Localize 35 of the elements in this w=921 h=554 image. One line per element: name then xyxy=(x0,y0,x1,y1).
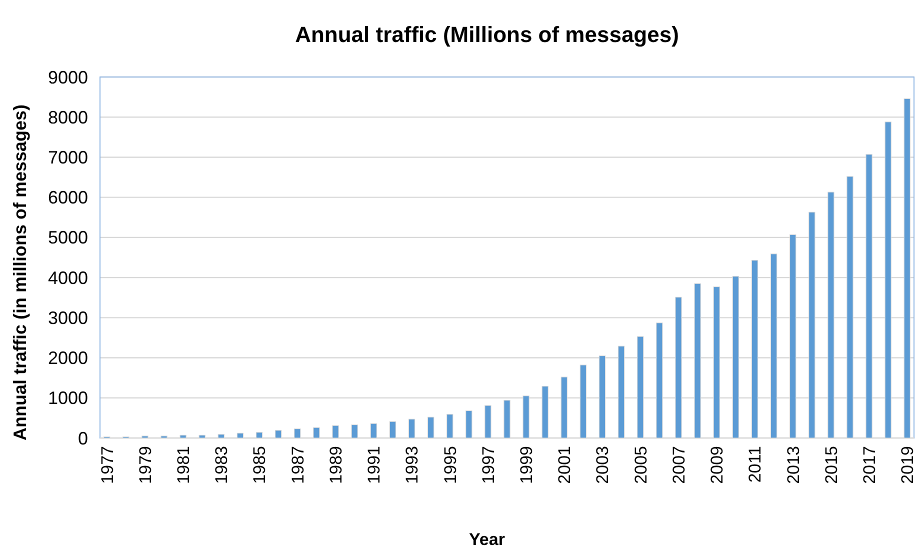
y-tick-label: 8000 xyxy=(48,107,88,128)
x-tick-label: 2009 xyxy=(708,446,727,484)
x-tick-label: 1981 xyxy=(174,446,194,484)
y-tick-label: 9000 xyxy=(48,67,88,88)
x-tick-label: 2005 xyxy=(631,446,650,484)
x-tick-label: 1987 xyxy=(288,446,308,484)
x-tick-label: 1997 xyxy=(478,446,498,484)
x-tick-label: 1999 xyxy=(517,446,536,484)
x-tick-label: 2017 xyxy=(860,446,879,484)
x-tick-label: 1977 xyxy=(98,446,117,484)
x-tick-label: 2015 xyxy=(822,446,841,484)
x-tick-label: 2001 xyxy=(555,446,574,484)
x-tick-label: 2003 xyxy=(593,446,612,484)
y-tick-label: 5000 xyxy=(48,228,88,248)
x-tick-label: 1979 xyxy=(136,446,155,484)
x-tick-label: 2013 xyxy=(784,446,803,484)
y-tick-label: 7000 xyxy=(48,148,88,168)
y-tick-label: 4000 xyxy=(48,268,88,288)
x-tick-label: 1995 xyxy=(440,446,460,484)
x-tick-label: 1993 xyxy=(402,446,422,484)
y-tick-label: 1000 xyxy=(48,388,88,408)
x-tick-label: 2007 xyxy=(669,446,688,484)
chart-title: Annual traffic (Millions of messages) xyxy=(295,22,679,47)
x-tick-label: 1983 xyxy=(212,446,232,484)
y-tick-label: 2000 xyxy=(48,348,88,368)
x-tick-label: 2019 xyxy=(898,446,918,484)
y-tick-label: 6000 xyxy=(48,188,88,208)
y-axis-title: Annual traffic (in millions of messages) xyxy=(10,104,30,441)
x-axis-title: Year xyxy=(469,530,506,549)
x-tick-label: 2011 xyxy=(746,446,765,483)
x-tick-label: 1985 xyxy=(250,446,270,484)
x-tick-label: 1991 xyxy=(364,446,384,484)
y-tick-label: 3000 xyxy=(48,308,88,328)
x-tick-label: 1989 xyxy=(326,446,346,484)
y-tick-label: 0 xyxy=(78,428,88,448)
